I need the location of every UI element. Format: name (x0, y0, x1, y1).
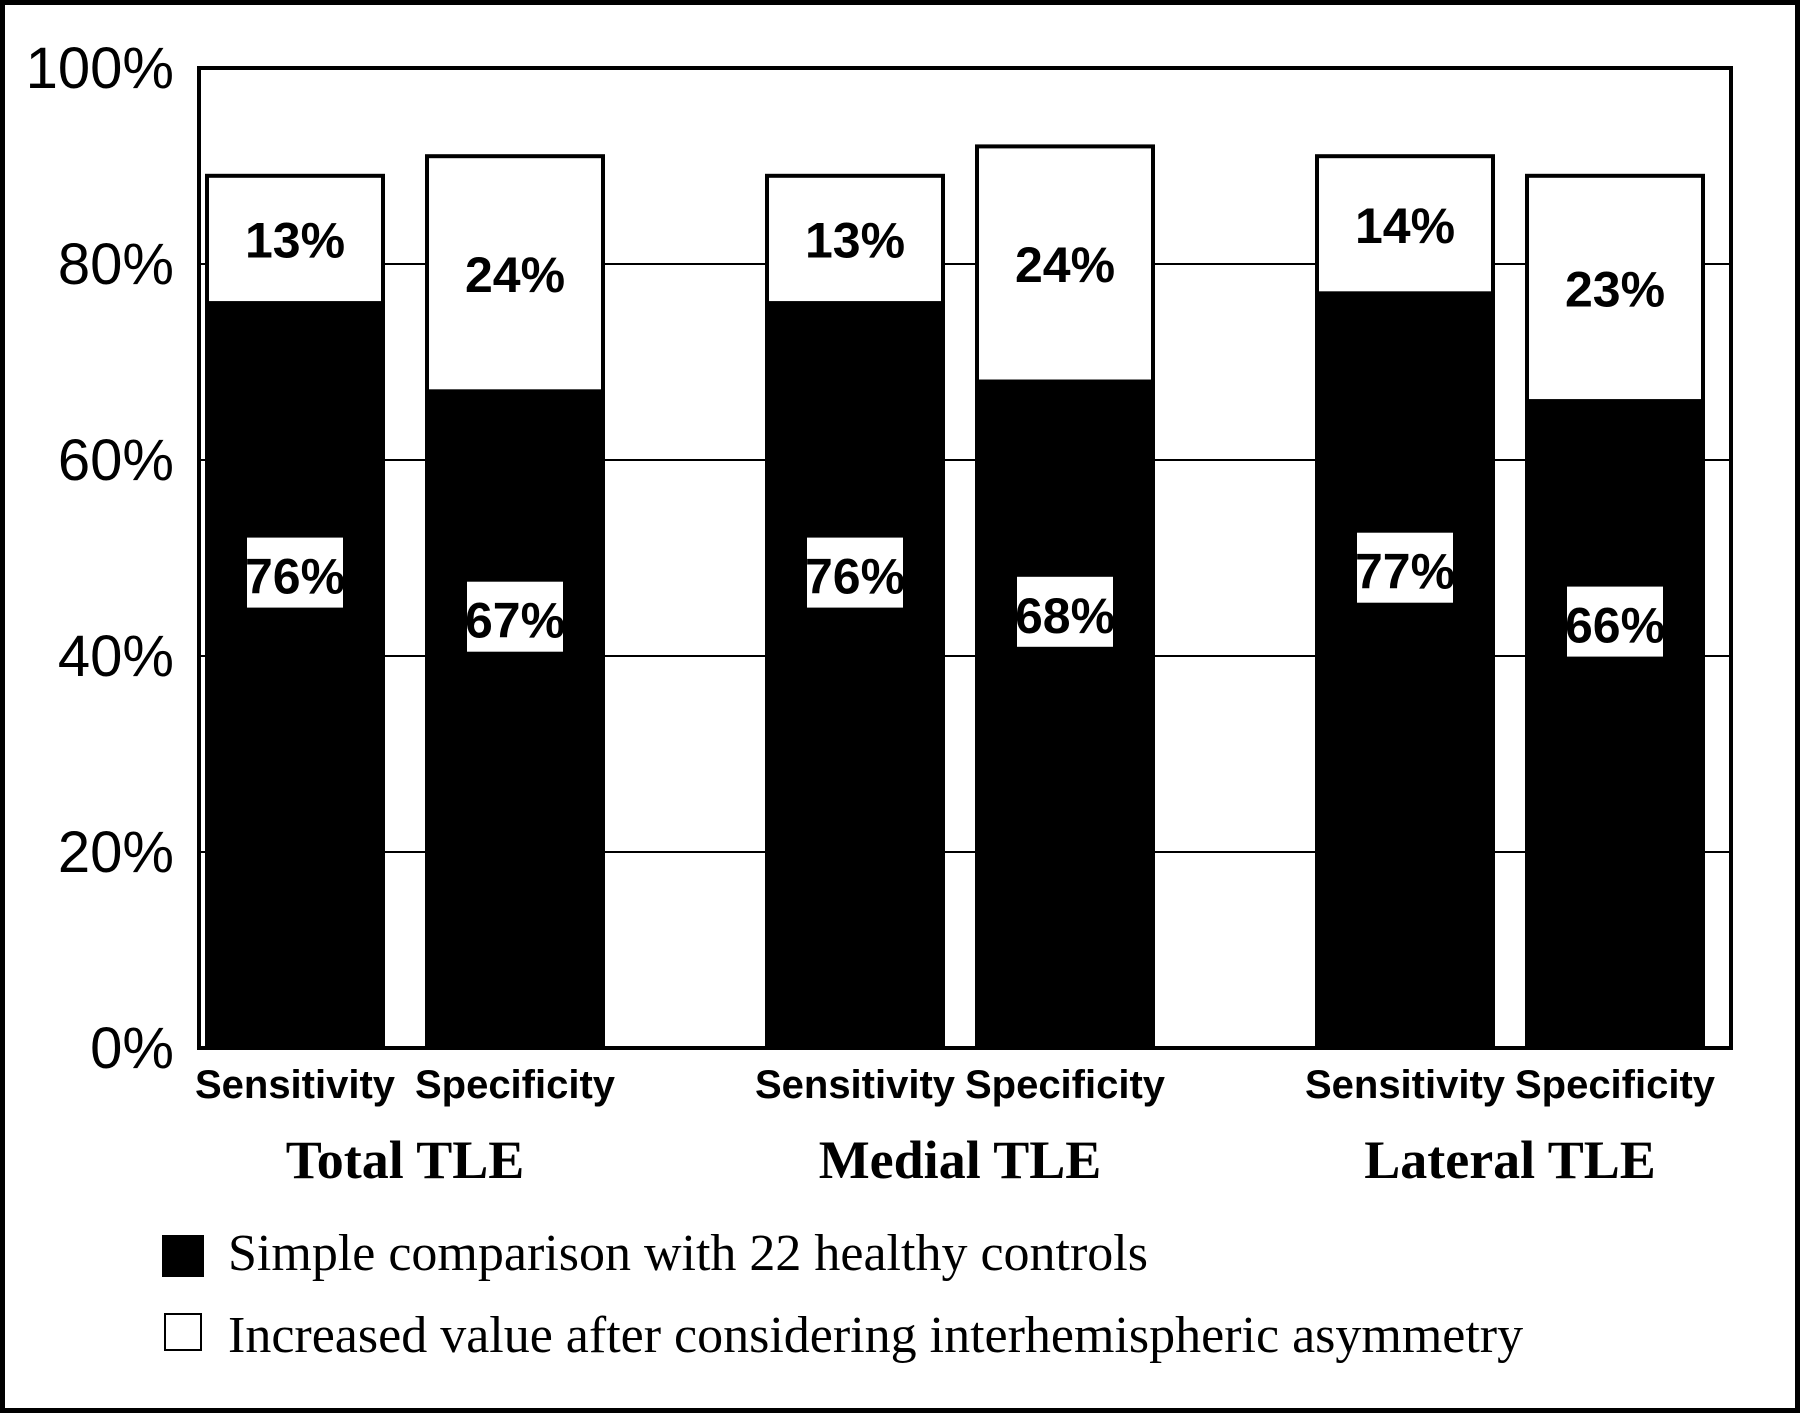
bar-increase-segment (1315, 154, 1495, 296)
x-category-label: Sensitivity (1305, 1063, 1506, 1107)
x-category-label: Specificity (965, 1063, 1166, 1107)
group-label: Lateral TLE (1364, 1130, 1656, 1190)
bar-increase-segment (975, 144, 1155, 384)
y-tick-label: 100% (26, 36, 174, 101)
bar-base-label: 76% (805, 549, 905, 605)
bar-base-label-box (807, 537, 903, 608)
x-category-label: Specificity (1515, 1063, 1716, 1107)
y-tick-label: 40% (58, 624, 174, 689)
bar-base-segment (975, 379, 1155, 1051)
bar-increase-segment (425, 154, 605, 394)
bar-base-label: 66% (1565, 598, 1665, 654)
bar-increase-label: 24% (465, 247, 565, 303)
bar-base-segment (765, 301, 945, 1050)
legend-label-increase: Increased value after considering interh… (228, 1307, 1523, 1364)
plot-area-border (197, 66, 1733, 1050)
bar-base-label-box (1017, 576, 1113, 647)
bar-increase-segment (1525, 173, 1705, 404)
x-category-label: Specificity (415, 1063, 616, 1107)
bar-increase-label: 13% (805, 213, 905, 269)
y-tick-label: 60% (58, 428, 174, 493)
bar-increase-label: 23% (1565, 262, 1665, 318)
bar-base-segment (425, 389, 605, 1050)
bar-increase-label: 24% (1015, 237, 1115, 293)
y-tick-label: 0% (90, 1016, 174, 1081)
y-tick-label: 80% (58, 232, 174, 297)
legend-label-simple: Simple comparison with 22 healthy contro… (228, 1225, 1148, 1282)
bar-base-label: 67% (465, 593, 565, 649)
bar-base-label-box (1357, 532, 1453, 603)
bar-base-segment (1525, 399, 1705, 1050)
bar-base-segment (1315, 291, 1495, 1050)
bar-base-segment (205, 301, 385, 1050)
y-tick-label: 20% (58, 820, 174, 885)
bar-base-label: 76% (245, 549, 345, 605)
x-category-label: Sensitivity (755, 1063, 956, 1107)
bar-base-label: 68% (1015, 588, 1115, 644)
x-category-label: Sensitivity (195, 1063, 396, 1107)
bar-base-label: 77% (1355, 544, 1455, 600)
bar-increase-segment (765, 173, 945, 306)
bar-base-label-box (1567, 586, 1663, 657)
group-label: Medial TLE (819, 1130, 1102, 1190)
bar-base-label-box (247, 537, 343, 608)
legend-swatch-simple (162, 1235, 204, 1277)
group-label: Total TLE (286, 1130, 525, 1190)
bar-increase-label: 14% (1355, 198, 1455, 254)
bar-increase-label: 13% (245, 213, 345, 269)
legend-swatch-increase (164, 1313, 202, 1351)
bar-base-label-box (467, 581, 563, 652)
